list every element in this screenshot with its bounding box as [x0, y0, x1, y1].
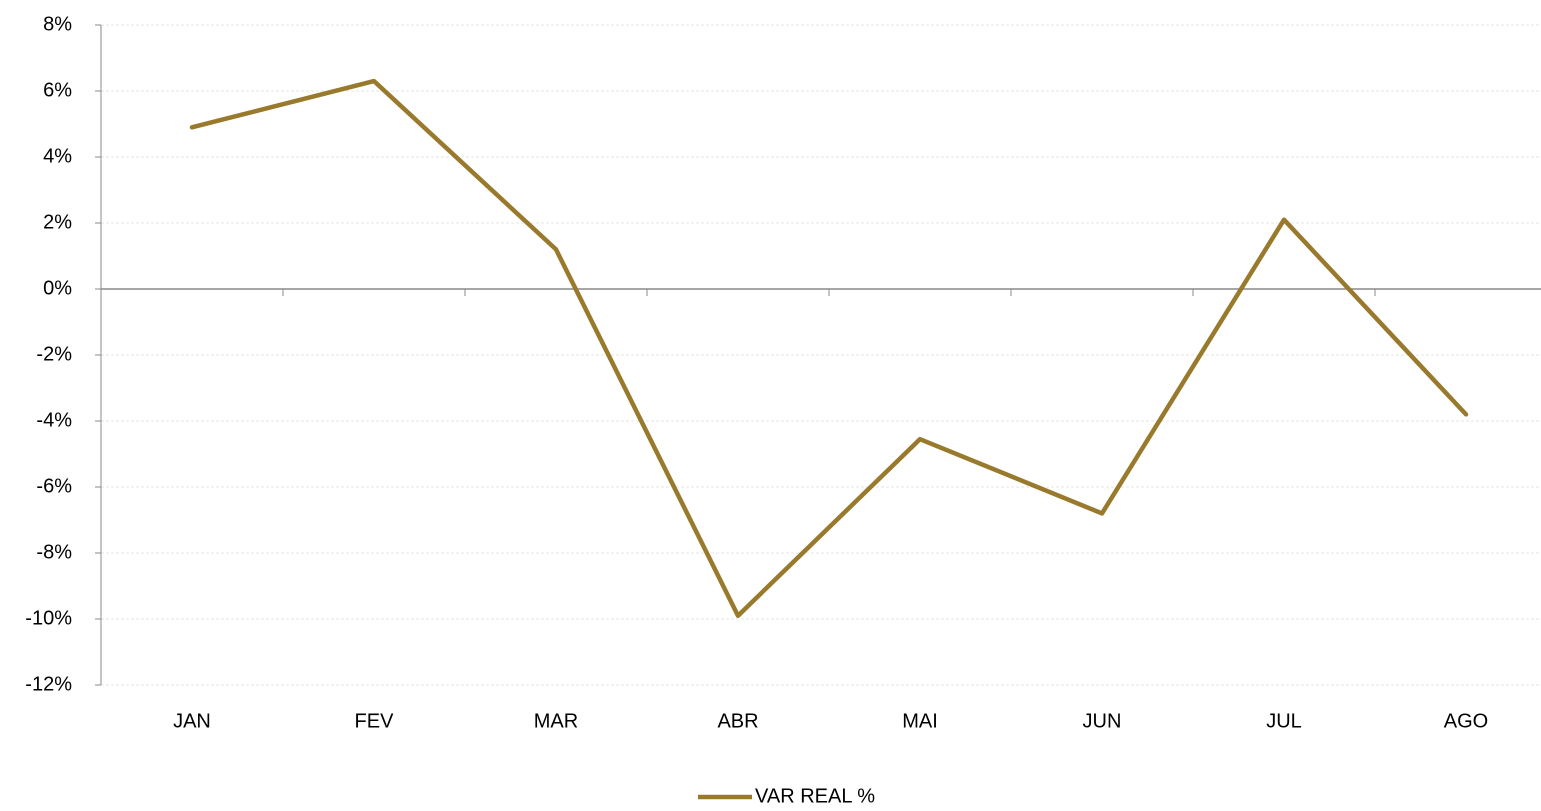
y-tick-label: -12% — [25, 673, 72, 695]
x-tick-label: MAR — [534, 710, 578, 732]
y-tick-label: 4% — [43, 145, 72, 167]
y-tick-label: -6% — [36, 475, 72, 497]
y-tick-label: 8% — [43, 13, 72, 35]
x-tick-label: JAN — [173, 710, 211, 732]
y-tick-label: -2% — [36, 343, 72, 365]
y-tick-label: -10% — [25, 607, 72, 629]
y-tick-label: 6% — [43, 79, 72, 101]
x-tick-label: JUN — [1083, 710, 1122, 732]
x-tick-label: FEV — [355, 710, 395, 732]
x-tick-label: ABR — [717, 710, 758, 732]
x-tick-label: MAI — [902, 710, 938, 732]
y-tick-label: 0% — [43, 277, 72, 299]
legend-label: VAR REAL % — [755, 785, 875, 807]
y-tick-label: 2% — [43, 211, 72, 233]
line-series — [189, 78, 1469, 618]
y-tick-label: -4% — [36, 409, 72, 431]
x-tick-label: AGO — [1444, 710, 1488, 732]
y-tick-label: -8% — [36, 541, 72, 563]
x-tick-label: JUL — [1266, 710, 1302, 732]
